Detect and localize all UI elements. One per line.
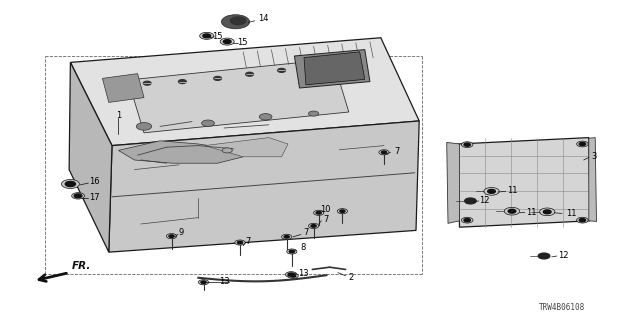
Circle shape (340, 210, 345, 212)
Circle shape (202, 120, 214, 126)
Text: 17: 17 (90, 193, 100, 202)
Circle shape (201, 281, 206, 284)
Text: 15: 15 (237, 38, 247, 47)
Circle shape (579, 219, 586, 222)
Circle shape (223, 40, 231, 44)
Text: 2: 2 (348, 273, 353, 282)
Text: 16: 16 (90, 177, 100, 186)
Circle shape (136, 123, 152, 130)
Text: TRW4B06108: TRW4B06108 (539, 303, 585, 312)
Text: 8: 8 (300, 244, 305, 252)
Circle shape (484, 188, 499, 195)
Circle shape (61, 180, 79, 188)
Circle shape (577, 141, 588, 147)
Circle shape (214, 76, 221, 80)
Circle shape (179, 80, 186, 84)
Circle shape (285, 272, 297, 277)
Circle shape (72, 193, 84, 199)
Circle shape (461, 217, 473, 223)
Circle shape (465, 198, 476, 204)
Polygon shape (458, 138, 590, 227)
Text: 14: 14 (259, 14, 269, 23)
Text: 13: 13 (219, 277, 229, 286)
Circle shape (220, 38, 234, 45)
Text: 3: 3 (591, 152, 596, 161)
Text: 1: 1 (116, 111, 121, 120)
Polygon shape (447, 142, 460, 223)
Circle shape (504, 207, 520, 215)
Text: 9: 9 (179, 228, 184, 237)
Circle shape (235, 240, 245, 245)
Circle shape (337, 209, 348, 214)
Circle shape (311, 225, 316, 227)
Circle shape (198, 280, 209, 285)
Circle shape (310, 65, 317, 69)
Circle shape (259, 114, 272, 120)
Circle shape (203, 34, 211, 38)
Circle shape (222, 148, 232, 153)
Circle shape (316, 212, 321, 214)
Text: 15: 15 (212, 32, 223, 41)
Circle shape (65, 181, 76, 187)
Circle shape (288, 273, 294, 276)
Text: 12: 12 (558, 251, 568, 260)
Circle shape (381, 151, 387, 154)
Polygon shape (128, 59, 349, 133)
Circle shape (230, 17, 246, 25)
Circle shape (246, 72, 253, 76)
Circle shape (291, 275, 296, 277)
Circle shape (169, 235, 174, 237)
Polygon shape (102, 74, 144, 102)
Circle shape (540, 208, 555, 216)
Text: 11: 11 (526, 208, 536, 217)
Circle shape (282, 234, 292, 239)
Text: 11: 11 (507, 186, 517, 195)
Circle shape (464, 219, 470, 222)
Text: 12: 12 (479, 196, 490, 205)
Circle shape (289, 250, 294, 253)
Text: 10: 10 (321, 205, 331, 214)
Circle shape (379, 150, 389, 155)
Circle shape (237, 241, 243, 244)
Text: 13: 13 (298, 269, 308, 278)
Text: 7: 7 (303, 228, 308, 237)
Polygon shape (109, 121, 419, 252)
Text: 7: 7 (324, 215, 329, 224)
Circle shape (464, 143, 470, 146)
Circle shape (579, 142, 586, 146)
Circle shape (577, 217, 588, 223)
Polygon shape (69, 62, 112, 252)
Circle shape (543, 210, 551, 214)
Polygon shape (294, 50, 370, 88)
Circle shape (538, 253, 550, 259)
Circle shape (488, 189, 495, 193)
Text: 11: 11 (566, 209, 576, 218)
Polygon shape (304, 52, 365, 85)
Circle shape (314, 210, 324, 215)
Text: FR.: FR. (72, 261, 91, 271)
Circle shape (288, 273, 298, 278)
Circle shape (278, 68, 285, 72)
Circle shape (284, 236, 289, 238)
Circle shape (308, 223, 319, 228)
Circle shape (143, 81, 151, 85)
Circle shape (342, 62, 349, 66)
Circle shape (461, 142, 473, 148)
Circle shape (221, 15, 250, 29)
Circle shape (508, 209, 516, 213)
Polygon shape (70, 38, 419, 146)
Circle shape (166, 234, 177, 239)
Polygon shape (118, 141, 243, 163)
Text: 7: 7 (245, 237, 250, 246)
Polygon shape (589, 138, 596, 221)
Circle shape (287, 249, 297, 254)
Polygon shape (205, 138, 288, 157)
Text: 7: 7 (394, 147, 399, 156)
Circle shape (308, 111, 319, 116)
Circle shape (200, 32, 214, 39)
Circle shape (74, 194, 82, 198)
